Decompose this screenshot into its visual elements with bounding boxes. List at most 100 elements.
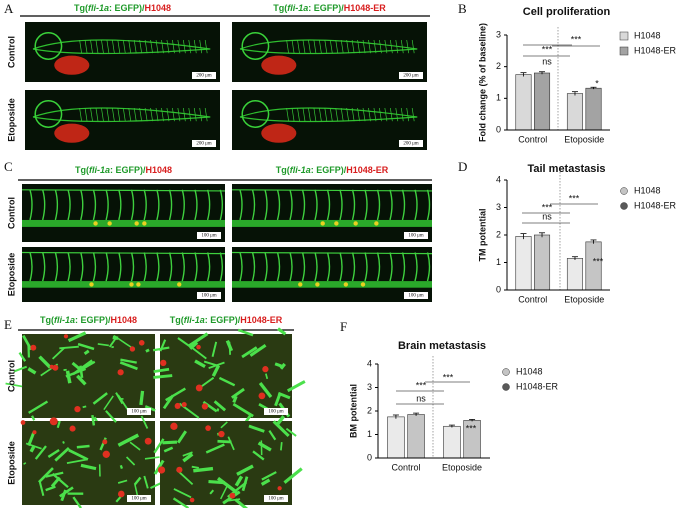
tumor-cell	[142, 221, 147, 226]
vessel	[264, 189, 268, 221]
vessel	[283, 467, 303, 484]
title-part: H1048-ER	[346, 165, 389, 175]
vessel	[276, 189, 281, 221]
vessel	[289, 252, 293, 282]
y-axis-label: TM potential	[477, 209, 487, 262]
vessel	[384, 39, 388, 54]
panel-label: D	[458, 159, 467, 174]
tumor-cell	[360, 282, 366, 287]
micrograph-background	[232, 184, 432, 242]
scale-bar-box	[399, 72, 423, 79]
vessel	[80, 463, 97, 471]
vessel	[319, 107, 322, 122]
significance-label: *	[595, 78, 599, 88]
vessel	[193, 39, 197, 54]
tail-axis	[232, 219, 432, 227]
vessel	[161, 39, 164, 54]
tumor-cell	[138, 339, 145, 346]
vessel	[364, 189, 368, 221]
tumor-cell	[177, 282, 182, 287]
vessel	[45, 471, 64, 478]
vessel	[241, 346, 258, 359]
vessel	[376, 189, 381, 221]
vessel	[324, 107, 328, 122]
title-part: fli-1a	[89, 165, 110, 175]
significance-label: ***	[443, 372, 454, 382]
vessel	[29, 445, 36, 453]
vessel	[23, 462, 27, 465]
chart-title: Brain metastasis	[398, 340, 486, 352]
vessel	[301, 189, 306, 221]
vessel	[77, 342, 95, 351]
vessel	[133, 476, 142, 486]
vessel	[38, 467, 54, 484]
panel-label: A	[4, 1, 14, 16]
vessel	[324, 39, 328, 54]
y-tick-label: 1	[367, 429, 372, 439]
vessel	[122, 39, 126, 54]
vessel	[72, 496, 82, 508]
y-axis-label: Fold change (% of baseline)	[477, 23, 487, 142]
vessel	[395, 39, 399, 54]
vessel	[95, 107, 99, 122]
tumor-cell	[134, 221, 139, 226]
panel-label: B	[458, 1, 467, 16]
vessel	[143, 252, 147, 282]
vessel	[261, 471, 277, 481]
vessel	[264, 252, 268, 282]
vessel	[314, 252, 318, 282]
row-label: Control	[6, 36, 16, 68]
vessel	[122, 107, 126, 122]
vessel	[308, 107, 311, 122]
bar	[407, 414, 425, 459]
tumor-cell	[52, 364, 59, 371]
title-part: H1048	[145, 165, 172, 175]
legend-label: H1048-ER	[634, 45, 677, 55]
vessel	[414, 252, 418, 282]
bar	[515, 236, 532, 291]
vessel	[153, 438, 165, 454]
scale-bar-label: 200 μm	[403, 142, 418, 147]
vessel	[21, 189, 226, 192]
title-part: fli-1a	[290, 165, 311, 175]
y-tick-label: 4	[496, 174, 501, 184]
vessel	[106, 107, 110, 122]
vessel	[130, 252, 135, 282]
scale-bar-label: 200 μm	[196, 74, 211, 79]
vessel	[172, 107, 175, 122]
tumor-cell	[129, 346, 136, 352]
vessel	[199, 39, 203, 54]
micrograph	[5, 331, 156, 428]
vessel	[22, 334, 33, 351]
vessel	[237, 328, 254, 337]
title-part: Tg(	[75, 165, 89, 175]
vessel	[112, 39, 115, 54]
significance-label: ***	[542, 202, 553, 212]
scale-bar-box	[264, 495, 288, 502]
vessel	[117, 107, 121, 122]
title-part: H1048	[144, 3, 171, 13]
vessel	[162, 394, 175, 410]
vessel	[38, 355, 52, 369]
vessel	[181, 189, 185, 221]
vessel	[193, 466, 214, 473]
vessel	[297, 39, 300, 54]
micrograph	[25, 90, 220, 150]
vessel	[117, 39, 121, 54]
vessel	[188, 39, 192, 54]
legend-marker	[502, 368, 510, 376]
micrograph	[232, 22, 427, 82]
vessel	[206, 189, 211, 221]
vessel	[143, 475, 149, 489]
title-part: : EGFP)/	[109, 3, 145, 13]
vessel	[13, 365, 28, 373]
vessel	[176, 430, 188, 444]
vessel	[236, 464, 254, 476]
vessel	[206, 252, 211, 282]
vessel	[204, 39, 208, 54]
vessel	[105, 410, 117, 423]
tumor-cell	[315, 282, 320, 287]
vessel	[351, 252, 356, 282]
vessel	[227, 436, 235, 451]
bar	[443, 425, 461, 459]
